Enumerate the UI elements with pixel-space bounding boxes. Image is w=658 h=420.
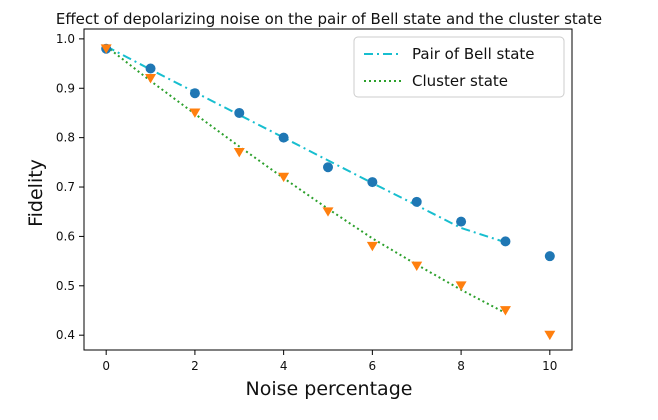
- data-point-bell: [500, 236, 511, 247]
- data-point-bell: [544, 251, 555, 262]
- y-tick-label: 0.4: [56, 328, 75, 342]
- data-point-bell: [234, 107, 245, 118]
- data-point-cluster: [499, 306, 511, 316]
- legend-label-cluster: Cluster state: [412, 72, 508, 90]
- y-tick-label: 0.6: [56, 229, 75, 243]
- y-tick-label: 0.5: [56, 279, 75, 293]
- data-point-cluster: [100, 44, 112, 54]
- y-tick-label: 1.0: [56, 32, 75, 46]
- data-point-bell: [278, 132, 289, 143]
- plot-area: 0 2 4 6 8 10 0.4 0.5 0.6 0.7 0.8 0.9 1.0 Pair of Bell…: [56, 28, 573, 373]
- data-point-cluster: [411, 261, 423, 271]
- y-tick-label: 0.7: [56, 180, 75, 194]
- data-point-cluster: [145, 73, 157, 84]
- x-axis-label: Noise percentage: [246, 378, 413, 400]
- x-tick-label: 2: [191, 359, 199, 373]
- data-point-bell: [411, 196, 422, 207]
- x-tick-label: 6: [369, 359, 377, 373]
- x-tick-label: 8: [457, 359, 465, 373]
- x-tick-label: 0: [102, 359, 110, 373]
- data-point-bell: [189, 88, 200, 99]
- x-tick-label: 10: [542, 359, 557, 373]
- data-point-cluster: [233, 148, 245, 158]
- data-point-cluster: [189, 108, 201, 118]
- chart-title: Effect of depolarizing noise on the pair…: [56, 10, 602, 28]
- data-point-cluster: [455, 281, 467, 291]
- data-point-cluster: [544, 330, 556, 341]
- y-axis-label: Fidelity: [25, 159, 47, 227]
- data-point-bell: [456, 216, 467, 227]
- data-point-cluster: [322, 207, 334, 217]
- x-tick-label: 4: [280, 359, 288, 373]
- legend-label-bell: Pair of Bell state: [412, 45, 535, 63]
- axes-frame: [83, 28, 573, 351]
- y-tick-label: 0.9: [56, 81, 75, 95]
- data-point-cluster: [278, 172, 290, 183]
- y-tick-label: 0.8: [56, 131, 75, 145]
- data-point-bell: [145, 63, 156, 74]
- series-fit-line-cluster: [105, 45, 506, 314]
- data-point-bell: [323, 162, 333, 173]
- data-point-bell: [367, 177, 378, 188]
- data-point-cluster: [366, 241, 378, 252]
- legend-box: [353, 36, 565, 98]
